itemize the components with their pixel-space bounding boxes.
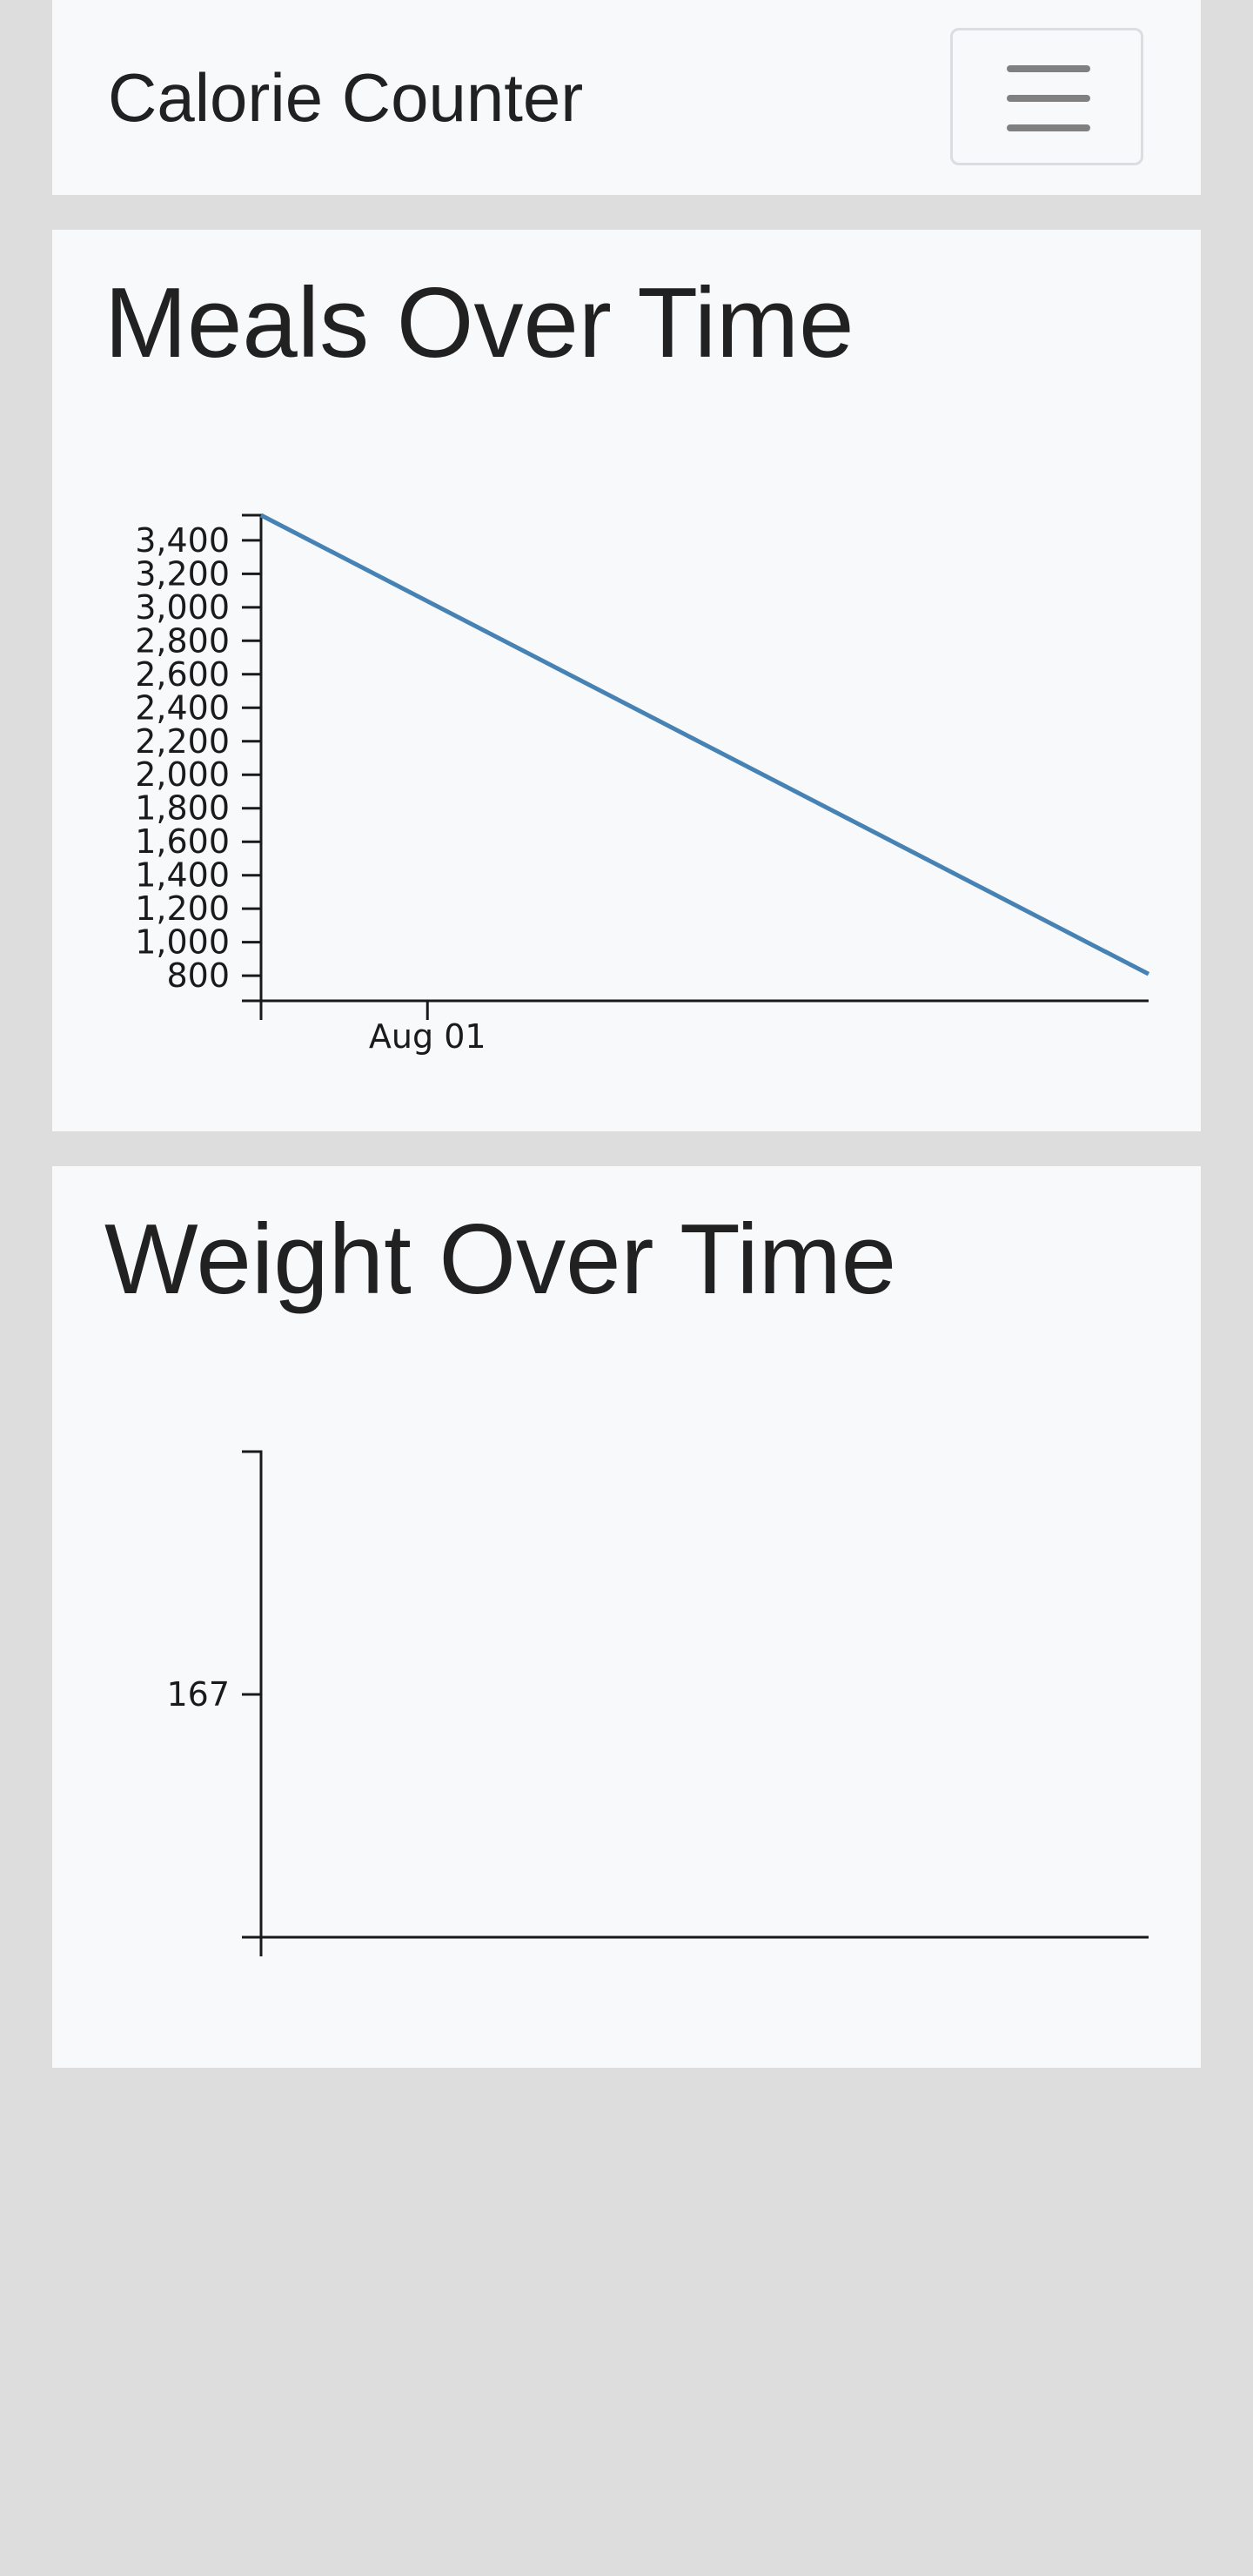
meals-card-title: Meals Over Time (104, 268, 854, 379)
y-tick-label: 3,200 (135, 554, 230, 593)
y-tick-label: 1,400 (135, 856, 230, 895)
y-tick-label: 1,000 (135, 923, 230, 962)
x-tick-label: Aug 01 (369, 1017, 486, 1056)
y-tick-label: 3,000 (135, 588, 230, 627)
y-tick-label: 800 (166, 956, 230, 995)
y-tick-label: 3,400 (135, 521, 230, 560)
hamburger-icon-bar (1007, 95, 1090, 102)
menu-toggle-button[interactable] (950, 28, 1143, 165)
y-tick-label: 2,400 (135, 688, 230, 727)
weight-chart: 167 (166, 1450, 1149, 1956)
y-tick-label: 167 (166, 1675, 230, 1714)
meals-chart: 8001,0001,2001,4001,6001,8002,0002,2002,… (135, 513, 1150, 1056)
y-tick-label: 1,600 (135, 822, 230, 861)
brand-link[interactable]: Calorie Counter (108, 59, 584, 136)
y-axis-line (242, 1450, 263, 1956)
meals-card: Meals Over Time 800 1,000 1,200 1,400 1,600 1… (52, 230, 1201, 1131)
hamburger-icon (1007, 65, 1090, 72)
y-tick-label: 2,200 (135, 722, 230, 761)
y-tick-label: 2,600 (135, 655, 230, 694)
hamburger-icon-bar (1007, 124, 1090, 131)
y-axis-line (242, 513, 263, 1020)
weight-card-title: Weight Over Time (104, 1204, 897, 1315)
navbar: Calorie Counter (52, 0, 1201, 195)
y-tick-label: 1,800 (135, 789, 230, 828)
y-tick-label: 1,200 (135, 889, 230, 928)
series-line (259, 513, 1150, 976)
y-tick-label: 2,000 (135, 755, 230, 794)
weight-card: Weight Over Time 167 (52, 1166, 1201, 2068)
y-tick-label: 2,800 (135, 621, 230, 660)
